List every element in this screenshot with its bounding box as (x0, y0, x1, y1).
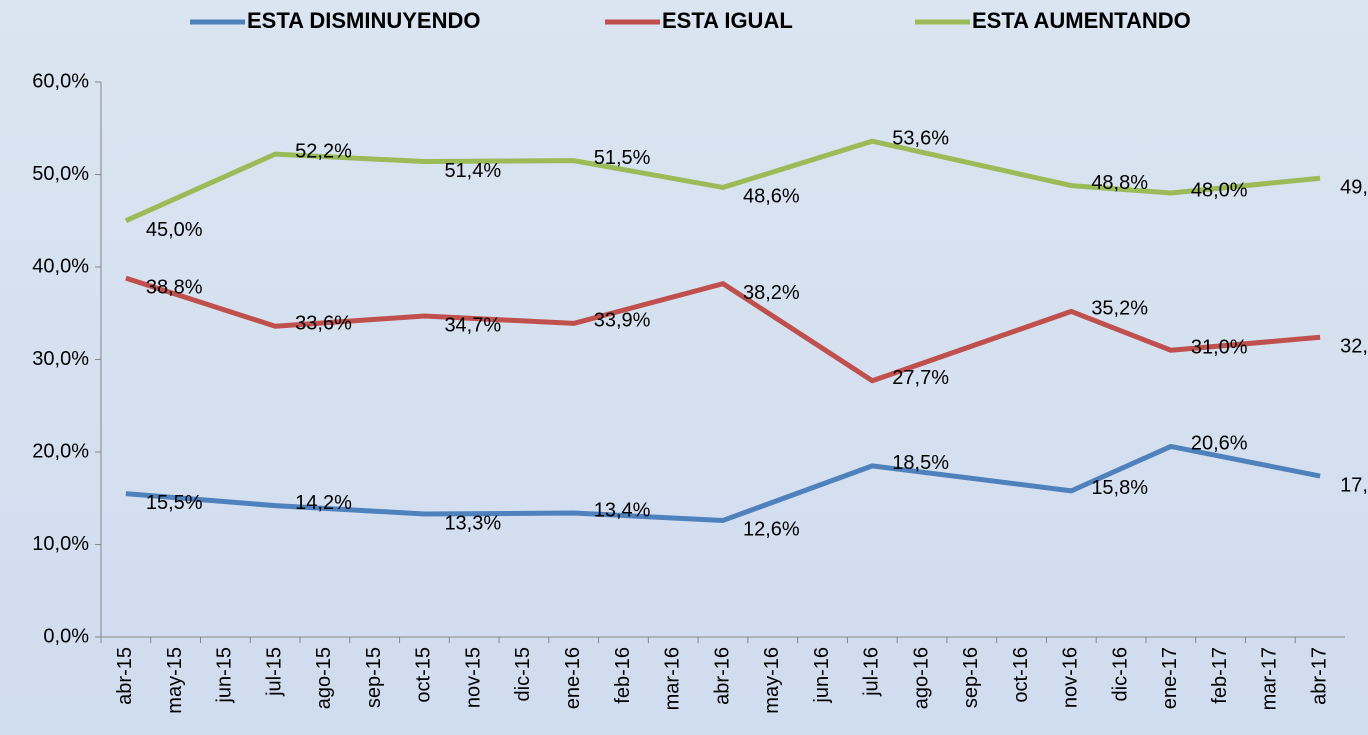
data-label: 33,6% (295, 312, 352, 334)
data-label: 38,8% (146, 276, 203, 298)
data-label: 15,8% (1091, 477, 1148, 499)
x-tick-label: feb-17 (1209, 647, 1231, 704)
x-tick-label: sep-16 (960, 647, 982, 708)
data-label: 27,7% (892, 367, 949, 389)
y-tick-label: 60,0% (32, 70, 89, 92)
data-label: 18,5% (892, 452, 949, 474)
data-label: 38,2% (743, 282, 800, 304)
data-label: 12,6% (743, 519, 800, 541)
data-label: 48,6% (743, 186, 800, 208)
data-label: 15,5% (146, 492, 203, 514)
y-tick-label: 50,0% (32, 163, 89, 185)
x-tick-label: feb-16 (612, 647, 634, 704)
series-line (125, 275, 1321, 384)
x-tick-label: abr-15 (114, 647, 136, 705)
data-label: 13,4% (594, 499, 651, 521)
data-label: 20,6% (1191, 433, 1248, 455)
x-tick-label: oct-16 (1010, 647, 1032, 703)
x-tick-label: ene-17 (1159, 647, 1181, 709)
x-tick-label: mar-16 (662, 647, 684, 710)
data-label: 51,5% (594, 147, 651, 169)
y-tick-label: 40,0% (32, 255, 89, 277)
data-label: 52,2% (295, 140, 352, 162)
legend-label: ESTA AUMENTANDO (972, 8, 1191, 33)
x-tick-label: ago-16 (910, 647, 932, 709)
data-label: 35,2% (1091, 298, 1148, 320)
x-tick-label: ago-15 (313, 647, 335, 709)
data-label: 48,8% (1091, 172, 1148, 194)
x-tick-label: jul-15 (263, 647, 285, 697)
x-tick-label: mar-17 (1259, 647, 1281, 710)
data-label: 31,0% (1191, 337, 1248, 359)
x-tick-label: jul-16 (861, 647, 883, 697)
x-tick-label: sep-15 (363, 647, 385, 708)
x-tick-label: oct-15 (413, 647, 435, 703)
x-tick-label: abr-16 (711, 647, 733, 705)
data-label: 48,0% (1191, 179, 1248, 201)
data-label: 53,6% (892, 127, 949, 149)
y-tick-label: 30,0% (32, 348, 89, 370)
legend-label: ESTA DISMINUYENDO (247, 8, 480, 33)
data-label: 45,0% (146, 219, 203, 241)
x-tick-label: jun-15 (214, 647, 236, 704)
legend-label: ESTA IGUAL (662, 8, 793, 33)
x-tick-label: ene-16 (562, 647, 584, 709)
y-tick-label: 0,0% (43, 625, 89, 647)
x-tick-label: may-16 (761, 647, 783, 714)
data-label: 51,4% (444, 160, 501, 182)
data-label: 49,6% (1340, 176, 1368, 198)
series-line (125, 443, 1321, 523)
y-tick-label: 10,0% (32, 533, 89, 555)
data-label: 17,4% (1340, 474, 1368, 496)
y-tick-label: 20,0% (32, 440, 89, 462)
data-label: 34,7% (444, 314, 501, 336)
x-tick-label: dic-15 (512, 647, 534, 701)
x-tick-label: may-15 (164, 647, 186, 714)
x-tick-label: jun-16 (811, 647, 833, 704)
x-tick-label: nov-15 (462, 647, 484, 708)
x-tick-label: dic-16 (1109, 647, 1131, 701)
data-label: 14,2% (295, 492, 352, 514)
x-tick-label: nov-16 (1060, 647, 1082, 708)
data-label: 33,9% (594, 310, 651, 332)
data-label: 13,3% (444, 512, 501, 534)
series-line (124, 138, 1321, 224)
data-label: 32,4% (1340, 336, 1368, 358)
x-tick-label: abr-17 (1308, 647, 1330, 705)
